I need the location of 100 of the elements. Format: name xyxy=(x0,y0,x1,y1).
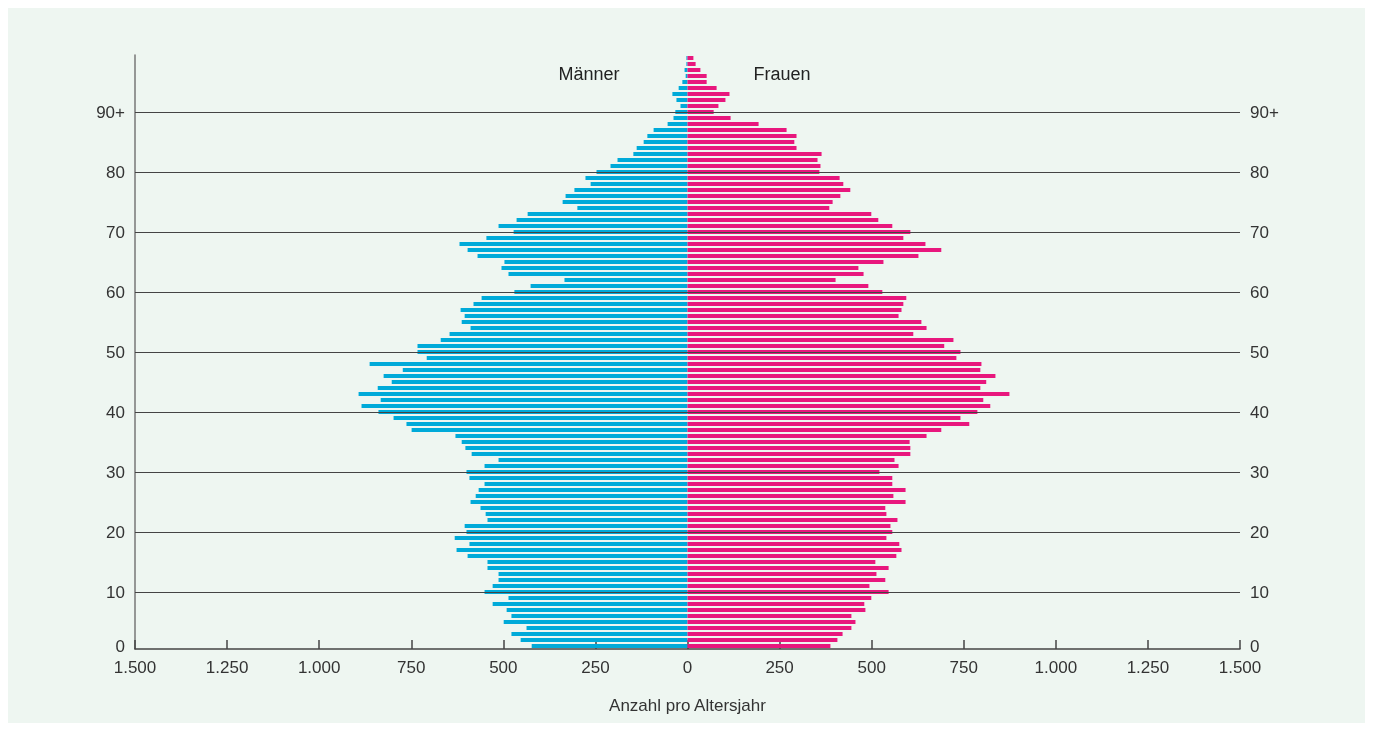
bar xyxy=(498,578,688,582)
bar xyxy=(565,194,688,198)
series-label: Frauen xyxy=(753,64,811,84)
x-tick-label: 750 xyxy=(397,658,426,677)
bar xyxy=(633,152,688,156)
bar xyxy=(469,476,688,480)
bar xyxy=(643,140,688,144)
bar xyxy=(464,314,688,318)
bar xyxy=(687,632,843,636)
bar xyxy=(687,602,865,606)
category-label: 70 xyxy=(106,222,125,242)
bar xyxy=(687,626,852,630)
y-tick-label: 30 xyxy=(1250,462,1269,482)
bar xyxy=(687,608,866,612)
category-label: 60 xyxy=(106,282,125,302)
bar xyxy=(687,578,886,582)
category-label: 80 xyxy=(106,162,125,182)
bar xyxy=(465,446,688,450)
y-tick-label: 70 xyxy=(1250,222,1269,242)
bar xyxy=(531,644,688,648)
bar xyxy=(687,308,902,312)
bar xyxy=(687,596,872,600)
bar xyxy=(393,416,688,420)
bar xyxy=(687,272,864,276)
x-tick-label: 1.500 xyxy=(1218,658,1262,677)
x-tick-label: 500 xyxy=(489,658,518,677)
bar xyxy=(687,488,906,492)
bar xyxy=(687,182,844,186)
bar xyxy=(380,398,688,402)
bar xyxy=(492,602,688,606)
bar xyxy=(411,428,688,432)
bar xyxy=(687,452,911,456)
bar xyxy=(687,572,877,576)
bar xyxy=(687,560,876,564)
bar xyxy=(358,392,688,396)
bar xyxy=(647,134,688,138)
bar xyxy=(687,242,926,246)
bar xyxy=(590,182,688,186)
bar xyxy=(687,566,889,570)
category-label: 40 xyxy=(106,402,125,422)
bar xyxy=(585,176,688,180)
y-tick-label: 20 xyxy=(1250,522,1269,542)
bar xyxy=(687,434,927,438)
bar xyxy=(687,140,795,144)
bar xyxy=(471,452,688,456)
y-tick-label: 60 xyxy=(1250,282,1269,302)
bar xyxy=(687,188,851,192)
x-tick-label: 1.500 xyxy=(113,658,157,677)
bar xyxy=(687,356,957,360)
bar xyxy=(470,500,688,504)
y-tick-label: 80 xyxy=(1250,162,1269,182)
bar xyxy=(687,584,870,588)
bar xyxy=(455,434,688,438)
bar xyxy=(687,254,919,258)
bar xyxy=(687,68,701,72)
bar xyxy=(687,320,922,324)
bar xyxy=(617,158,688,162)
bar xyxy=(486,236,688,240)
y-tick-label: 0 xyxy=(1250,636,1260,656)
bar xyxy=(687,518,898,522)
bar xyxy=(687,146,797,150)
x-tick-label: 250 xyxy=(581,658,610,677)
bar xyxy=(520,638,688,642)
bar xyxy=(687,86,717,90)
bar xyxy=(506,608,688,612)
bar xyxy=(485,512,688,516)
bar xyxy=(687,464,899,468)
bar xyxy=(673,116,688,120)
x-tick-label: 1.000 xyxy=(297,658,341,677)
x-tick-label: 750 xyxy=(949,658,978,677)
bar xyxy=(687,500,906,504)
bar xyxy=(498,572,688,576)
bar xyxy=(687,338,954,342)
bar xyxy=(687,116,731,120)
category-label: 30 xyxy=(106,462,125,482)
bar xyxy=(687,392,1010,396)
bar xyxy=(687,386,981,390)
bar xyxy=(460,308,688,312)
bar xyxy=(530,284,688,288)
bar xyxy=(680,104,688,108)
bar xyxy=(487,566,688,570)
bar xyxy=(503,620,688,624)
bar xyxy=(687,554,897,558)
bar xyxy=(687,302,904,306)
x-tick-label: 0 xyxy=(682,658,693,677)
bar xyxy=(498,224,688,228)
bar xyxy=(461,320,688,324)
bar xyxy=(687,266,859,270)
bar xyxy=(426,356,688,360)
bar xyxy=(687,362,982,366)
category-label: 50 xyxy=(106,342,125,362)
bar xyxy=(577,206,688,210)
bar xyxy=(687,374,996,378)
bar xyxy=(687,152,822,156)
bar xyxy=(687,260,884,264)
bar xyxy=(687,278,836,282)
bar xyxy=(504,260,688,264)
bar xyxy=(449,332,688,336)
category-label: 20 xyxy=(106,522,125,542)
bar xyxy=(564,278,688,282)
